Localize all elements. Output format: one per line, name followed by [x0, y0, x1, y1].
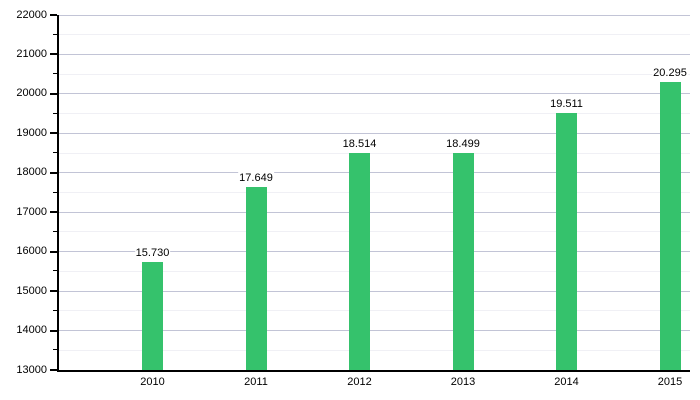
bar-2012 — [349, 152, 370, 370]
minor-gridline — [59, 73, 690, 75]
y-major-tick — [50, 290, 57, 293]
bar-2014 — [556, 113, 577, 370]
y-major-tick — [50, 329, 57, 332]
minor-gridline — [59, 310, 690, 312]
major-gridline — [59, 93, 690, 95]
x-axis-line — [57, 370, 690, 372]
y-minor-tick — [53, 152, 57, 154]
y-axis-tick-label: 16000 — [16, 245, 47, 258]
y-axis-tick-label: 15000 — [16, 284, 47, 297]
y-axis-tick-label: 21000 — [16, 47, 47, 60]
minor-gridline — [59, 231, 690, 233]
y-major-tick — [50, 250, 57, 253]
minor-gridline — [59, 152, 690, 154]
bar-2013 — [452, 153, 474, 370]
minor-gridline — [59, 113, 690, 115]
bar-2015 — [659, 82, 681, 370]
bar-value-label: 20.295 — [652, 67, 688, 81]
y-axis-tick-label: 22000 — [16, 8, 47, 21]
y-axis-tick-label: 17000 — [16, 205, 47, 218]
y-axis-tick-label: 19000 — [16, 126, 47, 139]
bar-value-label: 18.499 — [445, 138, 481, 152]
x-axis-tick-label: 2012 — [347, 376, 372, 388]
y-minor-tick — [53, 191, 57, 193]
minor-gridline — [59, 34, 690, 36]
y-major-tick — [50, 211, 57, 214]
bar-value-label: 15.730 — [134, 247, 171, 261]
y-axis-tick-label: 20000 — [16, 87, 47, 100]
y-major-tick — [50, 53, 57, 56]
plot-area: 15.730 17.649 18.514 18.499 19.511 20.295 — [59, 14, 690, 370]
bar-value-label: 19.511 — [549, 98, 584, 112]
bar-2011 — [245, 186, 267, 370]
y-minor-tick — [53, 309, 57, 311]
x-axis-tick-label: 2010 — [140, 376, 165, 388]
bar-value-label: 18.514 — [341, 137, 378, 151]
y-minor-tick — [53, 270, 57, 272]
x-axis-tick-label: 2011 — [244, 376, 268, 388]
major-gridline — [59, 330, 690, 332]
bar-value-label: 17.649 — [238, 171, 274, 185]
y-minor-tick — [53, 112, 57, 114]
y-axis-tick-label: 13000 — [16, 363, 47, 376]
minor-gridline — [59, 349, 690, 351]
y-major-tick — [50, 92, 57, 95]
y-minor-tick — [53, 33, 57, 35]
y-minor-tick — [53, 73, 57, 75]
y-axis-tick-label: 14000 — [16, 324, 47, 337]
bar-2010 — [142, 262, 163, 370]
y-major-tick — [50, 132, 57, 135]
y-axis-line — [57, 15, 59, 372]
major-gridline — [59, 53, 690, 55]
major-gridline — [59, 14, 690, 16]
x-axis-tick-label: 2014 — [554, 376, 579, 388]
major-gridline — [59, 132, 690, 134]
y-axis-tick-label: 18000 — [16, 166, 47, 179]
major-gridline — [59, 172, 690, 174]
major-gridline — [59, 290, 690, 292]
x-axis-tick-label: 2015 — [657, 376, 683, 388]
minor-gridline — [59, 270, 690, 272]
x-axis-tick-label: 2013 — [450, 376, 476, 388]
y-major-tick — [50, 369, 57, 371]
y-major-tick — [50, 171, 57, 174]
y-major-tick — [50, 14, 57, 16]
major-gridline — [59, 211, 690, 213]
y-minor-tick — [53, 230, 57, 232]
major-gridline — [59, 251, 690, 253]
minor-gridline — [59, 192, 690, 193]
y-minor-tick — [53, 349, 57, 351]
